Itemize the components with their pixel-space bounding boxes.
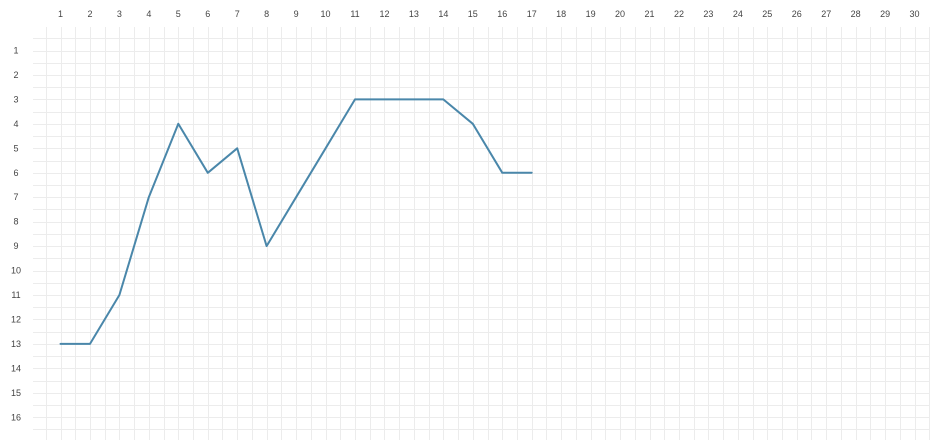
x-axis-tick-labels: 1 2 3 4 5 6 7 8 9 10 11 12 13 14 15 16 17 18 19 20 21 22 23 24 2… xyxy=(58,9,920,19)
x-tick-label: 18 xyxy=(556,9,566,19)
x-tick-label: 11 xyxy=(350,9,359,19)
y-tick-label: 8 xyxy=(13,217,18,227)
x-tick-label: 4 xyxy=(146,9,151,19)
x-tick-label: 28 xyxy=(851,9,861,19)
y-tick-label: 2 xyxy=(13,70,18,80)
x-tick-label: 9 xyxy=(294,9,299,19)
x-tick-label: 16 xyxy=(497,9,507,19)
x-tick-label: 19 xyxy=(586,9,596,19)
y-tick-label: 1 xyxy=(13,46,18,56)
x-tick-label: 8 xyxy=(264,9,269,19)
x-tick-label: 21 xyxy=(644,9,654,19)
x-tick-label: 20 xyxy=(615,9,625,19)
x-tick-label: 6 xyxy=(205,9,210,19)
x-tick-label: 26 xyxy=(792,9,802,19)
x-tick-label: 1 xyxy=(58,9,63,19)
x-tick-label: 27 xyxy=(821,9,831,19)
x-tick-label: 29 xyxy=(880,9,890,19)
x-tick-label: 10 xyxy=(321,9,331,19)
x-tick-label: 15 xyxy=(468,9,478,19)
y-tick-label: 15 xyxy=(11,388,21,398)
x-tick-label: 17 xyxy=(527,9,537,19)
series-layer xyxy=(59,98,533,345)
y-tick-label: 7 xyxy=(13,192,18,202)
y-tick-label: 16 xyxy=(11,412,21,422)
x-tick-label: 25 xyxy=(762,9,772,19)
series-line xyxy=(59,98,533,345)
x-tick-label: 3 xyxy=(117,9,122,19)
x-tick-label: 13 xyxy=(409,9,419,19)
x-tick-label: 14 xyxy=(438,9,448,19)
y-tick-label: 10 xyxy=(11,266,21,276)
y-tick-label: 13 xyxy=(11,339,21,349)
x-tick-label: 30 xyxy=(910,9,920,19)
y-tick-label: 6 xyxy=(13,168,18,178)
y-tick-label: 3 xyxy=(13,94,18,104)
y-tick-label: 9 xyxy=(13,241,18,251)
grid xyxy=(33,27,930,440)
y-tick-label: 14 xyxy=(11,363,21,373)
y-tick-label: 12 xyxy=(11,314,21,324)
x-tick-label: 7 xyxy=(235,9,240,19)
y-tick-label: 5 xyxy=(13,143,18,153)
x-tick-label: 24 xyxy=(733,9,743,19)
x-tick-label: 5 xyxy=(176,9,181,19)
y-tick-label: 11 xyxy=(11,290,20,300)
x-tick-label: 2 xyxy=(87,9,92,19)
x-tick-label: 23 xyxy=(703,9,713,19)
x-tick-label: 22 xyxy=(674,9,684,19)
x-tick-label: 12 xyxy=(379,9,389,19)
y-tick-label: 4 xyxy=(13,119,18,129)
